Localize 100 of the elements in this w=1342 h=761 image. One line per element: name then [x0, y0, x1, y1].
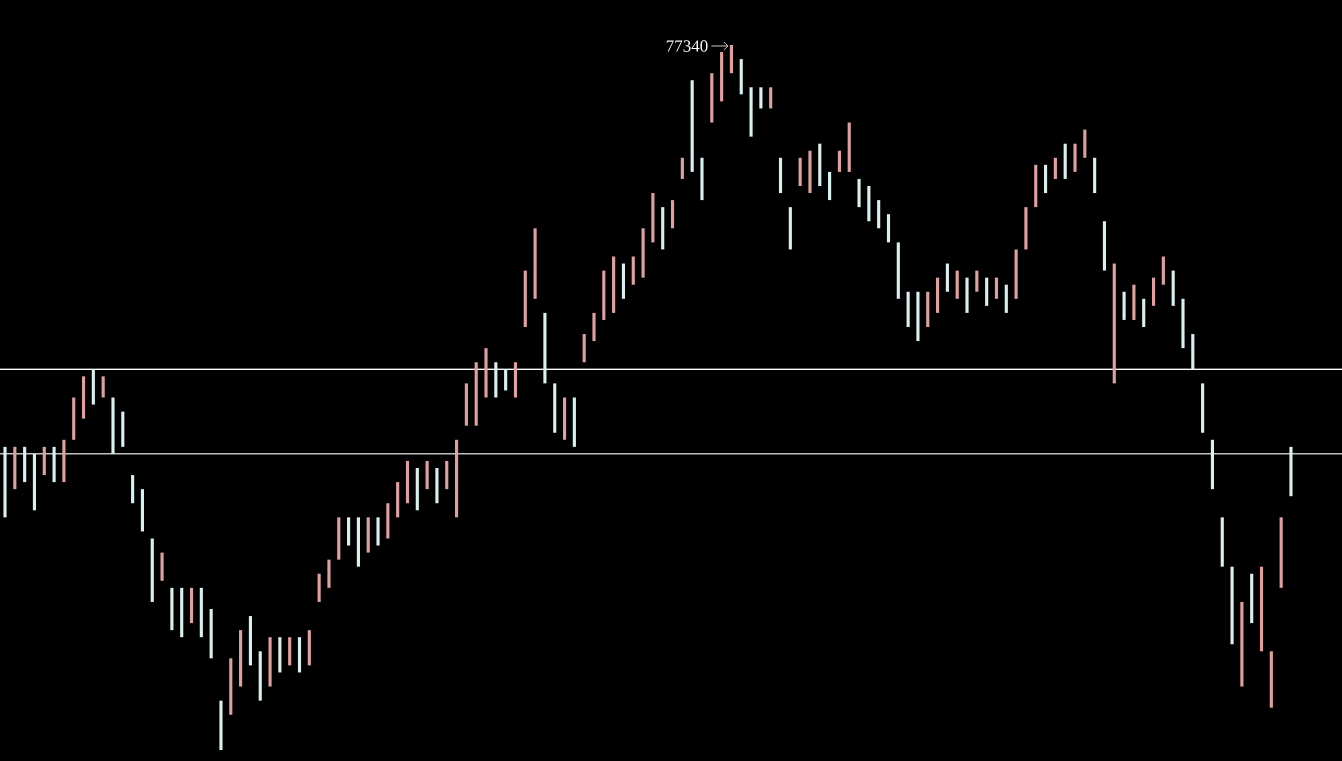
candlestick [1122, 291, 1126, 320]
candlestick [1161, 256, 1165, 285]
candlestick [356, 517, 360, 567]
candlestick [455, 439, 459, 518]
candlestick [72, 397, 76, 440]
candlestick [140, 489, 145, 532]
candlestick [612, 256, 616, 313]
candlestick [415, 468, 419, 511]
candlestick [1063, 143, 1067, 179]
candlestick [582, 334, 586, 363]
candlestick [268, 637, 272, 687]
candlestick [62, 439, 66, 483]
candlestick [219, 700, 223, 750]
candlestick [1210, 439, 1215, 490]
candlestick [788, 207, 792, 250]
candlestick [1201, 383, 1205, 433]
candlestick [317, 573, 321, 602]
candlestick [170, 587, 174, 631]
candlestick [425, 460, 429, 490]
candlestick [670, 200, 675, 229]
candlestick [101, 376, 105, 398]
candlestick [513, 362, 518, 398]
candlestick [337, 517, 341, 560]
candlestick [985, 277, 989, 306]
candlestick [1279, 517, 1283, 588]
candlestick [847, 122, 851, 172]
candlestick [769, 87, 773, 109]
candlestick [1181, 298, 1185, 349]
candlestick [405, 460, 410, 504]
candlestick [23, 446, 27, 483]
candlestick [828, 171, 832, 201]
candlestick [523, 270, 527, 327]
candlestick [386, 503, 390, 539]
candlestick [1102, 221, 1107, 271]
candlestick [1171, 270, 1175, 306]
candlestick [121, 411, 125, 447]
candlestick [886, 214, 891, 243]
candlestick [327, 559, 331, 588]
candlestick [631, 256, 635, 285]
candlestick [199, 587, 203, 638]
candlestick [877, 200, 881, 229]
candlestick [1240, 601, 1244, 687]
candlestick [239, 630, 243, 687]
candlestick [376, 517, 380, 546]
candlestick [867, 185, 871, 222]
candlestick [896, 242, 900, 299]
candlestick [720, 52, 724, 102]
candlestick [1014, 249, 1018, 299]
candlestick [189, 587, 194, 624]
candlestick [1132, 284, 1136, 320]
candlestick [1093, 157, 1097, 194]
candlestick [837, 150, 841, 172]
candlestick [504, 369, 508, 391]
candlestick [32, 453, 37, 511]
candlestick [258, 651, 262, 701]
candlestick [749, 87, 753, 137]
candlestick [347, 517, 351, 546]
candlestick [150, 538, 154, 602]
candlestick [906, 291, 910, 327]
candlestick [1269, 651, 1273, 708]
candlestick [248, 616, 252, 666]
candlestick [1073, 143, 1077, 172]
candlestick [464, 383, 468, 426]
candlestick [13, 446, 17, 490]
candlestick [926, 291, 930, 327]
candlestick [366, 517, 370, 553]
candlestick [484, 348, 488, 398]
candlestick [297, 637, 302, 673]
candlestick [1053, 157, 1057, 179]
candlestick [955, 270, 959, 299]
candlestick [445, 460, 449, 490]
candlestick [661, 207, 665, 250]
candlestick [533, 228, 537, 299]
candlestick [700, 157, 704, 201]
candlestick [1004, 284, 1008, 313]
candlestick [160, 552, 164, 581]
candlestick [91, 369, 95, 405]
candlestick [288, 637, 292, 666]
candlestick [818, 143, 822, 186]
annotation: 77340 [666, 40, 708, 52]
candlestick [1151, 277, 1156, 306]
candlestick [857, 178, 861, 208]
candlestick [1230, 566, 1234, 645]
candlestick [994, 277, 999, 299]
candlestick [602, 270, 606, 320]
candlestick [651, 193, 655, 243]
candlestick [1220, 517, 1224, 567]
candlestick [1043, 164, 1048, 194]
candlestick [572, 397, 576, 447]
candlestick [229, 658, 233, 715]
candlestick [592, 312, 596, 342]
candlestick [543, 312, 547, 384]
candlestick [965, 277, 969, 313]
candlestick [278, 637, 282, 673]
candlestick [1024, 207, 1028, 250]
candlestick [131, 475, 135, 504]
candlestick [1250, 573, 1254, 624]
candlestick [307, 630, 311, 666]
candlestick [42, 446, 46, 476]
candlestick [916, 291, 920, 342]
